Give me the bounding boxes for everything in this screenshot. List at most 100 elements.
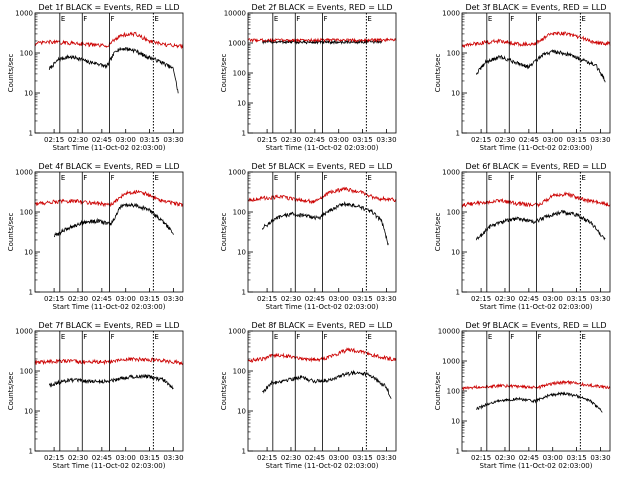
x-tick-label: 02:45 — [305, 454, 325, 462]
interval-marker-label: E — [61, 333, 65, 341]
x-tick-label: 03:30 — [376, 454, 396, 462]
x-tick-label: 02:30 — [495, 454, 515, 462]
x-tick-label: 03:15 — [566, 454, 586, 462]
lld-series-line — [34, 189, 184, 208]
y-tick-label: 1 — [29, 130, 33, 138]
y-tick-label: 1 — [29, 289, 33, 297]
y-tick-label: 1 — [456, 448, 460, 456]
x-axis-label: Start Time (11-Oct-02 02:03:00) — [53, 462, 166, 470]
x-tick-label: 03:15 — [139, 454, 159, 462]
x-tick-label: 02:15 — [257, 136, 277, 144]
events-series-line — [48, 47, 179, 94]
x-tick-label: 02:15 — [471, 454, 491, 462]
x-tick-label: 03:00 — [543, 295, 563, 303]
x-tick-label: 02:45 — [305, 136, 325, 144]
interval-marker-label: F — [537, 15, 541, 23]
y-tick-label: 10 — [237, 100, 246, 108]
interval-marker-label: E — [154, 15, 158, 23]
x-tick-label: 02:45 — [92, 295, 112, 303]
x-axis-label: Start Time (11-Oct-02 02:03:00) — [266, 144, 379, 152]
interval-marker-label: E — [581, 174, 585, 182]
plot-frame — [247, 330, 397, 452]
plot-frame — [34, 330, 184, 452]
x-tick-label: 02:15 — [471, 136, 491, 144]
x-tick-label: 03:15 — [566, 136, 586, 144]
x-tick-label: 03:15 — [352, 136, 372, 144]
interval-marker-label: E — [61, 174, 65, 182]
x-tick-label: 03:30 — [163, 136, 183, 144]
interval-marker-label: F — [510, 174, 514, 182]
chart-panel-3: Det 3f BLACK = Events, RED = LLD E F F E 1 10 1… — [434, 3, 611, 152]
interval-marker-label: E — [581, 15, 585, 23]
x-tick-label: 03:30 — [590, 136, 610, 144]
chart-title: Det 9f BLACK = Events, RED = LLD — [465, 321, 606, 330]
interval-marker-label: E — [274, 333, 278, 341]
chart-title: Det 5f BLACK = Events, RED = LLD — [251, 162, 392, 171]
x-tick-label: 02:30 — [495, 136, 515, 144]
x-tick-label: 03:00 — [116, 454, 136, 462]
y-axis-label: Counts/sec — [434, 213, 442, 252]
x-axis-label: Start Time (11-Oct-02 02:03:00) — [266, 462, 379, 470]
plot-frame — [247, 12, 397, 134]
events-series-line — [48, 373, 174, 390]
interval-marker-label: E — [154, 333, 158, 341]
x-tick-label: 03:15 — [352, 295, 372, 303]
x-tick-label: 02:45 — [305, 295, 325, 303]
chart-title: Det 8f BLACK = Events, RED = LLD — [251, 321, 392, 330]
y-tick-label: 100 — [447, 50, 460, 58]
chart-panel-7: Det 7f BLACK = Events, RED = LLD E F F E 1 10 1… — [7, 321, 184, 470]
chart-panel-4: Det 4f BLACK = Events, RED = LLD E F F E 1 10 1… — [7, 162, 184, 311]
events-series-line — [262, 369, 392, 399]
events-series-line — [54, 202, 174, 238]
interval-marker-label: E — [61, 15, 65, 23]
x-tick-label: 03:30 — [163, 454, 183, 462]
lld-series-line — [34, 31, 184, 50]
plot-frame — [461, 171, 611, 293]
x-tick-label: 03:00 — [329, 454, 349, 462]
x-tick-label: 03:00 — [329, 295, 349, 303]
y-axis-label: Counts/sec — [7, 54, 15, 93]
x-tick-label: 02:30 — [281, 136, 301, 144]
y-axis-label: Counts/sec — [220, 372, 228, 411]
chart-panel-6: Det 6f BLACK = Events, RED = LLD E F F E 1 10 1… — [434, 162, 611, 311]
interval-marker-label: F — [537, 174, 541, 182]
x-tick-label: 02:30 — [68, 454, 88, 462]
x-tick-label: 02:15 — [44, 295, 64, 303]
x-tick-label: 02:15 — [471, 295, 491, 303]
chart-panel-2: Det 2f BLACK = Events, RED = LLD E F F E 1 10 1… — [220, 3, 397, 152]
interval-marker-label: E — [581, 333, 585, 341]
x-axis-label: Start Time (11-Oct-02 02:03:00) — [53, 144, 166, 152]
x-axis-label: Start Time (11-Oct-02 02:03:00) — [480, 144, 593, 152]
lld-series-line — [461, 31, 611, 48]
lld-series-line — [461, 191, 611, 208]
interval-marker-label: F — [296, 15, 300, 23]
x-tick-label: 03:30 — [590, 295, 610, 303]
x-tick-label: 02:30 — [281, 454, 301, 462]
interval-marker-label: E — [367, 174, 371, 182]
y-tick-label: 100 — [447, 388, 460, 396]
lld-series-line — [34, 356, 184, 366]
interval-marker-label: E — [488, 15, 492, 23]
y-tick-label: 10 — [451, 90, 460, 98]
x-tick-label: 02:15 — [257, 295, 277, 303]
interval-marker-label: E — [488, 174, 492, 182]
x-tick-label: 03:30 — [376, 295, 396, 303]
y-axis-label: Counts/sec — [434, 54, 442, 93]
interval-marker-label: F — [83, 174, 87, 182]
y-axis-label: Counts/sec — [7, 372, 15, 411]
x-tick-label: 02:45 — [519, 136, 539, 144]
chart-title: Det 4f BLACK = Events, RED = LLD — [38, 162, 179, 171]
y-tick-label: 1 — [242, 289, 246, 297]
lld-series-line — [247, 186, 397, 205]
y-tick-label: 1 — [242, 448, 246, 456]
y-tick-label: 100 — [20, 209, 33, 217]
lld-series-line — [247, 347, 397, 363]
y-tick-label: 1000 — [442, 358, 460, 366]
plot-frame — [34, 12, 184, 134]
x-tick-label: 03:00 — [329, 136, 349, 144]
x-tick-label: 02:30 — [281, 295, 301, 303]
x-tick-label: 02:30 — [68, 295, 88, 303]
x-axis-label: Start Time (11-Oct-02 02:03:00) — [266, 303, 379, 311]
x-tick-label: 02:15 — [44, 454, 64, 462]
y-tick-label: 10 — [237, 249, 246, 257]
